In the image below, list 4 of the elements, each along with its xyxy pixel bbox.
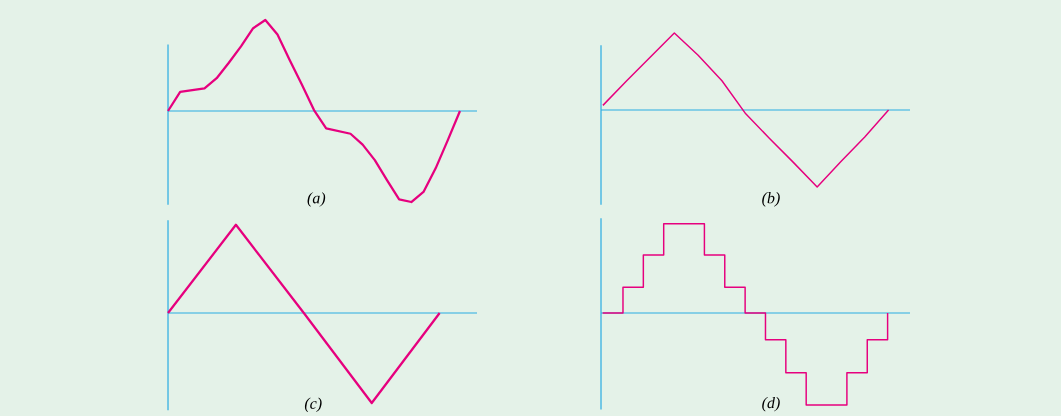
text: (c) xyxy=(304,397,322,413)
text: (d) xyxy=(762,397,780,412)
text: (b) xyxy=(762,192,780,207)
text: (a) xyxy=(307,192,326,207)
